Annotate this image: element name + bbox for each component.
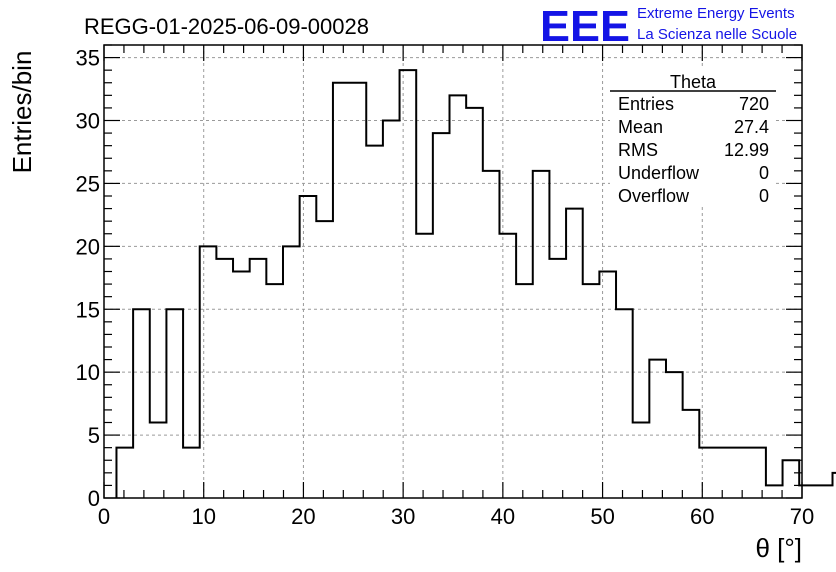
stats-box-rows: Entries 720 Mean 27.4 RMS 12.99 Underflow 0 Over… — [618, 94, 769, 206]
x-tick-label: 50 — [590, 504, 614, 529]
org-line-2: La Scienza nelle Scuole — [637, 26, 797, 43]
eee-logo: EEE — [540, 2, 630, 51]
y-tick-label: 15 — [76, 297, 100, 322]
x-tick-label: 20 — [291, 504, 315, 529]
x-tick-label: 10 — [191, 504, 215, 529]
y-tick-label: 30 — [76, 109, 100, 134]
stats-row-label: Mean — [618, 117, 663, 137]
histogram-line — [115, 69, 836, 498]
stats-row-label: Entries — [618, 94, 674, 114]
chart-title: REGG-01-2025-06-09-00028 — [84, 14, 369, 39]
y-tick-label: 5 — [88, 423, 100, 448]
plot-frame — [103, 44, 803, 499]
y-tick-label: 0 — [88, 486, 100, 511]
org-line-1: Extreme Energy Events — [637, 5, 795, 22]
y-tick-label: 20 — [76, 234, 100, 259]
y-axis-label: Entries/bin — [7, 51, 37, 174]
stats-row-label: Underflow — [618, 163, 700, 183]
stats-row-value: 27.4 — [734, 117, 769, 137]
x-tick-label: 70 — [790, 504, 814, 529]
stats-row-label: RMS — [618, 140, 658, 160]
stats-row-label: Overflow — [618, 186, 690, 206]
x-tick-label: 60 — [690, 504, 714, 529]
x-axis-label: θ [°] — [755, 533, 802, 563]
y-tick-label: 35 — [76, 46, 100, 71]
x-tick-label: 40 — [491, 504, 515, 529]
stats-row-value: 0 — [759, 186, 769, 206]
x-tick-label: 30 — [391, 504, 415, 529]
stats-row-value: 720 — [739, 94, 769, 114]
stats-box-title: Theta — [670, 72, 717, 92]
stats-row-value: 12.99 — [724, 140, 769, 160]
y-tick-label: 25 — [76, 171, 100, 196]
tick-labels: 0 10 20 30 40 50 60 70 0 5 10 15 20 25 30 35 — [76, 46, 815, 529]
x-tick-label: 0 — [98, 504, 110, 529]
grid-lines — [104, 45, 802, 498]
y-tick-label: 10 — [76, 360, 100, 385]
stats-row-value: 0 — [759, 163, 769, 183]
stats-box: Theta Entries 720 Mean 27.4 RMS 12.99 Underflo… — [610, 68, 776, 206]
